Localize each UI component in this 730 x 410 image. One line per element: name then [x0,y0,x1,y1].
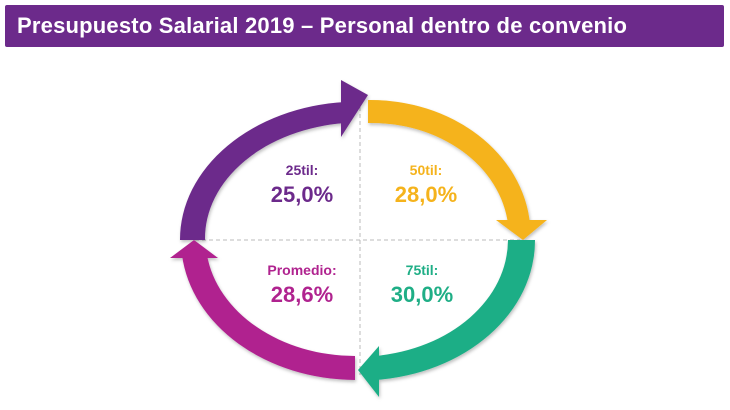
label-promedio: Promedio: [267,262,337,278]
arrow-25til [179,80,368,240]
value-25til: 25,0% [270,182,334,207]
value-50til: 28,0% [394,182,458,207]
arrow-50til [368,99,547,240]
label-75til: 75til: [405,262,439,278]
arrow-promedio [170,240,355,380]
label-50til: 50til: [409,162,443,178]
arrow-75til [358,240,536,397]
page-title: Presupuesto Salarial 2019 – Personal den… [17,13,628,38]
title-banner: Presupuesto Salarial 2019 – Personal den… [5,5,724,47]
label-25til: 25til: [285,162,319,178]
value-promedio: 28,6% [270,282,334,307]
value-75til: 30,0% [390,282,454,307]
